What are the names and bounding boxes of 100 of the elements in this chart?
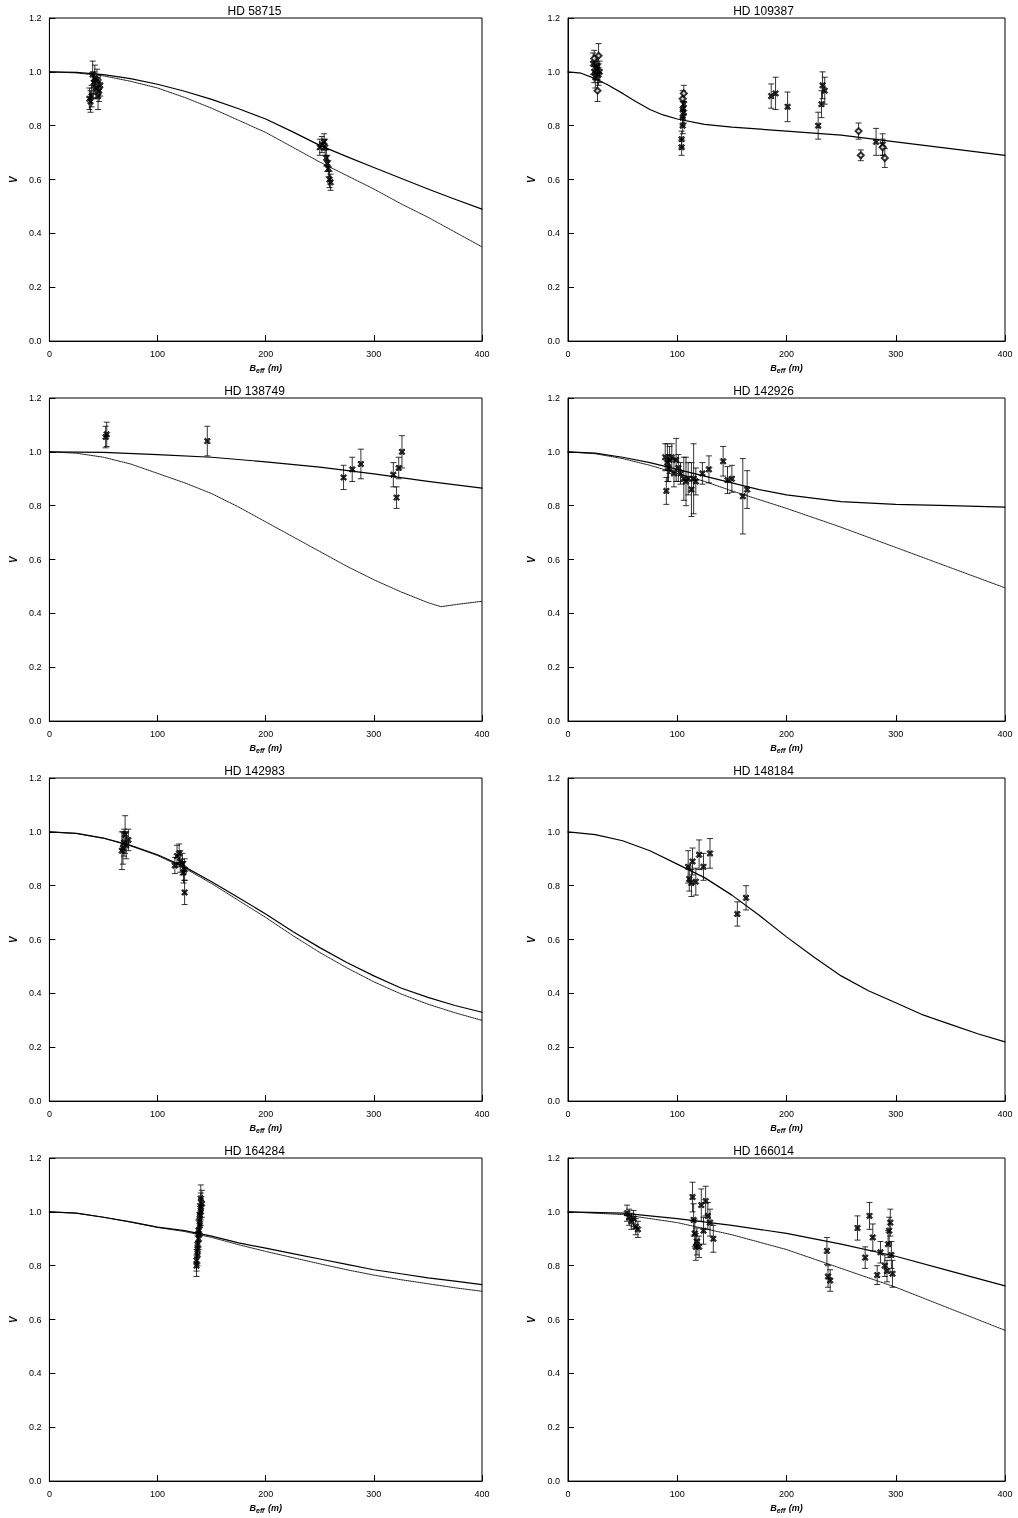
- y-tick-label: 1.2: [547, 393, 560, 403]
- x-tick-label: 400: [997, 348, 1013, 359]
- x-tick-label: 400: [474, 1488, 490, 1499]
- x-tick-label: 100: [669, 1488, 685, 1499]
- chart-title: HD 58715: [227, 4, 282, 18]
- x-tick-label: 200: [778, 348, 795, 359]
- x-tick-label: 0: [46, 348, 52, 359]
- chart-title: HD 142926: [733, 384, 795, 398]
- x-tick-label: 0: [565, 728, 571, 739]
- y-tick-label: 0.2: [28, 1042, 42, 1053]
- y-tick-label: 1.2: [28, 13, 42, 23]
- y-tick-label: 0.2: [28, 282, 42, 293]
- y-tick-label: 1.2: [547, 773, 560, 783]
- x-tick-label: 200: [258, 728, 274, 739]
- y-tick-label: 0.6: [28, 1314, 42, 1325]
- y-tick-label: 0.4: [547, 608, 560, 619]
- y-tick-label: 0.6: [28, 934, 42, 945]
- y-tick-label: 0.6: [547, 1314, 560, 1325]
- x-tick-label: 300: [888, 1488, 904, 1499]
- x-tick-label: 400: [997, 1488, 1013, 1499]
- y-tick-label: 0.8: [28, 1260, 42, 1271]
- y-axis-title: V: [7, 554, 19, 563]
- y-axis-title: V: [7, 934, 19, 943]
- y-axis-title: V: [7, 174, 19, 183]
- y-axis-title: V: [526, 174, 538, 183]
- x-tick-label: 300: [366, 1108, 382, 1119]
- y-tick-label: 0.8: [547, 500, 560, 511]
- y-tick-label: 1.2: [28, 393, 42, 403]
- y-tick-label: 0.0: [547, 336, 560, 347]
- chart-title: HD 148184: [733, 764, 795, 778]
- chart-title: HD 138749: [224, 384, 286, 398]
- y-axis-title: V: [526, 554, 538, 563]
- x-tick-label: 400: [474, 348, 490, 359]
- y-tick-label: 0.8: [28, 120, 42, 131]
- y-axis-title: V: [7, 1314, 19, 1323]
- y-tick-label: 1.0: [547, 446, 560, 457]
- x-tick-label: 200: [258, 348, 274, 359]
- x-tick-label: 200: [778, 1108, 795, 1119]
- y-tick-label: 0.0: [28, 716, 42, 727]
- x-tick-label: 100: [669, 728, 685, 739]
- y-tick-label: 1.0: [547, 826, 560, 837]
- y-tick-label: 1.2: [547, 13, 560, 23]
- y-tick-label: 1.0: [28, 826, 42, 837]
- y-tick-label: 0.4: [547, 1368, 560, 1379]
- y-tick-label: 0.8: [28, 500, 42, 511]
- x-tick-label: 0: [46, 1488, 52, 1499]
- x-tick-label: 400: [997, 1108, 1013, 1119]
- y-tick-label: 0.0: [28, 336, 42, 347]
- y-tick-label: 0.8: [547, 880, 560, 891]
- chart-title: HD 164284: [224, 1144, 286, 1158]
- y-tick-label: 1.2: [28, 1153, 42, 1163]
- y-tick-label: 1.2: [547, 1153, 560, 1163]
- y-tick-label: 0.2: [547, 282, 560, 293]
- x-tick-label: 400: [474, 1108, 490, 1119]
- x-tick-label: 100: [150, 1488, 166, 1499]
- y-tick-label: 0.4: [28, 988, 42, 999]
- y-tick-label: 0.8: [547, 120, 560, 131]
- y-tick-label: 0.6: [547, 934, 560, 945]
- y-tick-label: 0.6: [547, 174, 560, 185]
- x-tick-label: 0: [565, 1108, 571, 1119]
- y-tick-label: 1.0: [547, 1206, 560, 1217]
- y-axis-title: V: [526, 1314, 538, 1323]
- x-tick-label: 200: [778, 728, 795, 739]
- chart-title: HD 142983: [224, 764, 286, 778]
- x-tick-label: 200: [258, 1488, 274, 1499]
- x-tick-label: 100: [669, 348, 685, 359]
- y-tick-label: 0.6: [28, 554, 42, 565]
- y-tick-label: 0.6: [28, 174, 42, 185]
- x-tick-label: 200: [778, 1488, 795, 1499]
- y-tick-label: 0.4: [28, 1368, 42, 1379]
- x-tick-label: 100: [150, 348, 166, 359]
- y-tick-label: 1.0: [28, 1206, 42, 1217]
- y-tick-label: 0.0: [547, 716, 560, 727]
- x-tick-label: 0: [46, 1108, 52, 1119]
- x-tick-label: 300: [366, 348, 382, 359]
- x-tick-label: 300: [888, 1108, 904, 1119]
- y-tick-label: 0.8: [28, 880, 42, 891]
- x-tick-label: 400: [997, 728, 1013, 739]
- x-tick-label: 100: [150, 1108, 166, 1119]
- y-tick-label: 0.2: [547, 1422, 560, 1433]
- y-tick-label: 0.4: [28, 608, 42, 619]
- y-tick-label: 0.4: [28, 228, 42, 239]
- x-tick-label: 0: [46, 728, 52, 739]
- x-tick-label: 0: [565, 1488, 571, 1499]
- y-tick-label: 0.4: [547, 988, 560, 999]
- x-tick-label: 100: [669, 1108, 685, 1119]
- y-axis-title: V: [526, 934, 538, 943]
- x-tick-label: 300: [366, 1488, 382, 1499]
- x-tick-label: 300: [888, 728, 904, 739]
- y-tick-label: 1.0: [28, 66, 42, 77]
- y-tick-label: 0.2: [28, 662, 42, 673]
- y-tick-label: 1.2: [28, 773, 42, 783]
- y-tick-label: 0.0: [547, 1096, 560, 1107]
- y-tick-label: 0.4: [547, 228, 560, 239]
- y-tick-label: 1.0: [28, 446, 42, 457]
- y-tick-label: 0.2: [547, 662, 560, 673]
- y-tick-label: 0.6: [547, 554, 560, 565]
- y-tick-label: 1.0: [547, 66, 560, 77]
- x-tick-label: 0: [565, 348, 571, 359]
- x-tick-label: 200: [258, 1108, 274, 1119]
